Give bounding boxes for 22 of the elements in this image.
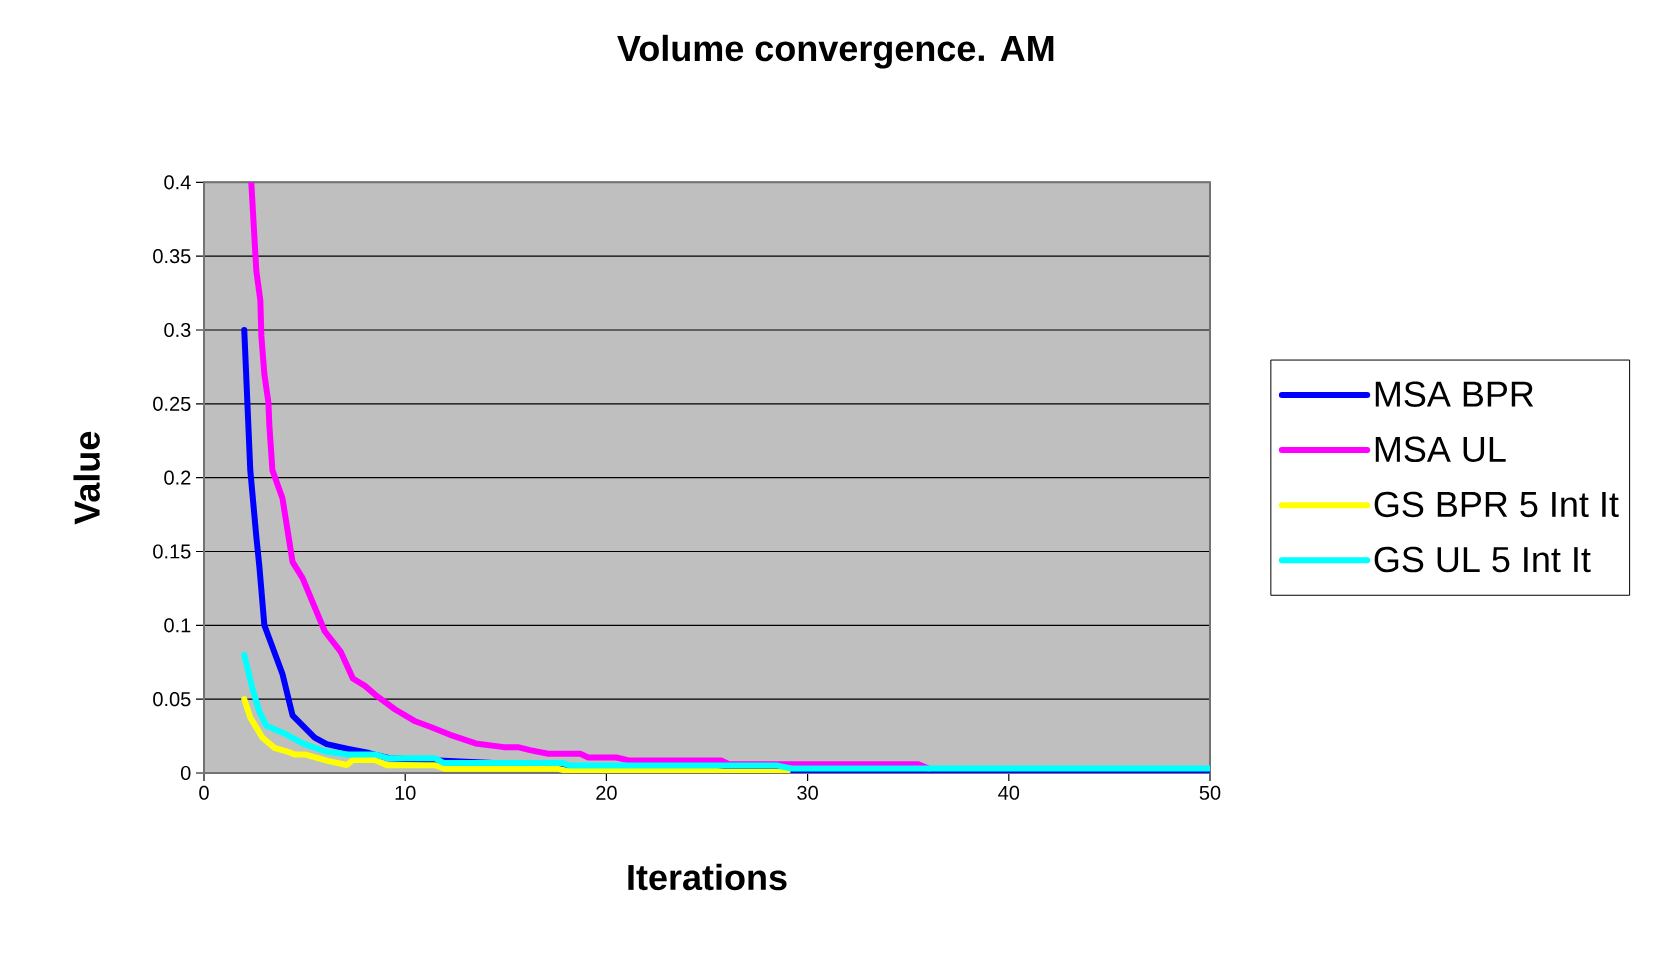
legend-label: MSA BPR bbox=[1375, 381, 1534, 407]
x-tick-label: 10 bbox=[395, 785, 416, 800]
x-tick-label: 0 bbox=[199, 785, 209, 800]
y-tick-label: 0 bbox=[180, 765, 191, 781]
legend-label: GS BPR 5 Int It bbox=[1374, 491, 1619, 518]
legend-label: GS UL 5 Int It bbox=[1374, 546, 1591, 573]
x-axis-title: Iterations bbox=[628, 863, 787, 891]
y-tick-label: 0.15 bbox=[153, 544, 191, 559]
y-tick-label: 0.3 bbox=[164, 322, 191, 338]
x-tick-label: 40 bbox=[998, 785, 1020, 800]
x-tick-label: 50 bbox=[1199, 785, 1221, 800]
y-tick-label: 0.05 bbox=[153, 692, 191, 707]
y-tick-label: 0.4 bbox=[164, 175, 191, 190]
y-tick-label: 0.25 bbox=[153, 396, 191, 411]
y-tick-label: 0.2 bbox=[164, 470, 191, 485]
y-tick-label: 0.35 bbox=[153, 249, 191, 264]
legend-label: MSA UL bbox=[1375, 436, 1506, 463]
y-axis-title: Value bbox=[73, 431, 100, 525]
x-tick-label: 20 bbox=[596, 785, 617, 800]
chart-title: Volume convergence. AM bbox=[617, 34, 1054, 69]
y-tick-label: 0.1 bbox=[164, 618, 191, 633]
x-tick-label: 30 bbox=[797, 785, 818, 800]
